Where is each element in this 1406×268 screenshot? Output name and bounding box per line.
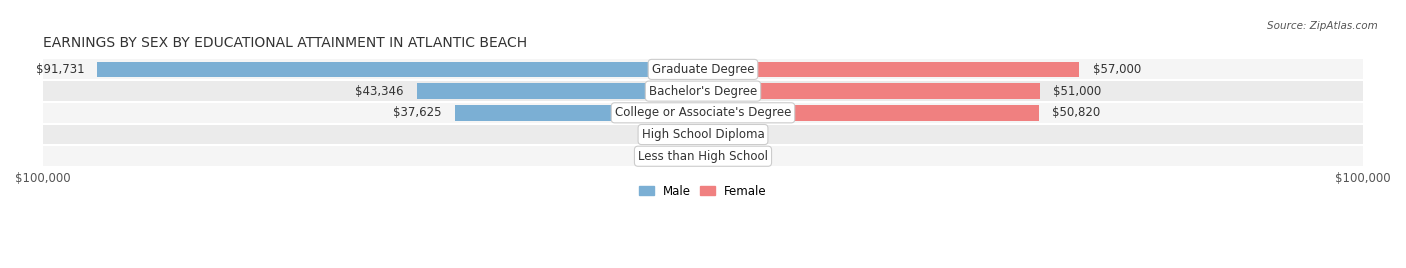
Text: $0: $0 xyxy=(675,128,690,141)
Bar xyxy=(42,145,1364,167)
Text: $57,000: $57,000 xyxy=(1092,63,1140,76)
Text: College or Associate's Degree: College or Associate's Degree xyxy=(614,106,792,119)
Bar xyxy=(703,62,1080,77)
Bar xyxy=(97,62,703,77)
Text: $91,731: $91,731 xyxy=(35,63,84,76)
Bar xyxy=(416,83,703,99)
Bar xyxy=(42,102,1364,124)
Text: Graduate Degree: Graduate Degree xyxy=(652,63,754,76)
Text: $0: $0 xyxy=(675,150,690,163)
Bar xyxy=(42,58,1364,80)
Text: $0: $0 xyxy=(716,128,731,141)
Legend: Male, Female: Male, Female xyxy=(634,180,772,202)
Bar xyxy=(42,80,1364,102)
Text: High School Diploma: High School Diploma xyxy=(641,128,765,141)
Text: $37,625: $37,625 xyxy=(392,106,441,119)
Text: Less than High School: Less than High School xyxy=(638,150,768,163)
Text: Source: ZipAtlas.com: Source: ZipAtlas.com xyxy=(1267,21,1378,31)
Bar xyxy=(454,105,703,121)
Bar xyxy=(703,105,1039,121)
Text: EARNINGS BY SEX BY EDUCATIONAL ATTAINMENT IN ATLANTIC BEACH: EARNINGS BY SEX BY EDUCATIONAL ATTAINMEN… xyxy=(42,36,527,50)
Text: $50,820: $50,820 xyxy=(1052,106,1099,119)
Text: $43,346: $43,346 xyxy=(356,85,404,98)
Bar xyxy=(703,83,1039,99)
Text: $0: $0 xyxy=(716,150,731,163)
Bar xyxy=(42,124,1364,145)
Text: $51,000: $51,000 xyxy=(1053,85,1101,98)
Text: Bachelor's Degree: Bachelor's Degree xyxy=(650,85,756,98)
